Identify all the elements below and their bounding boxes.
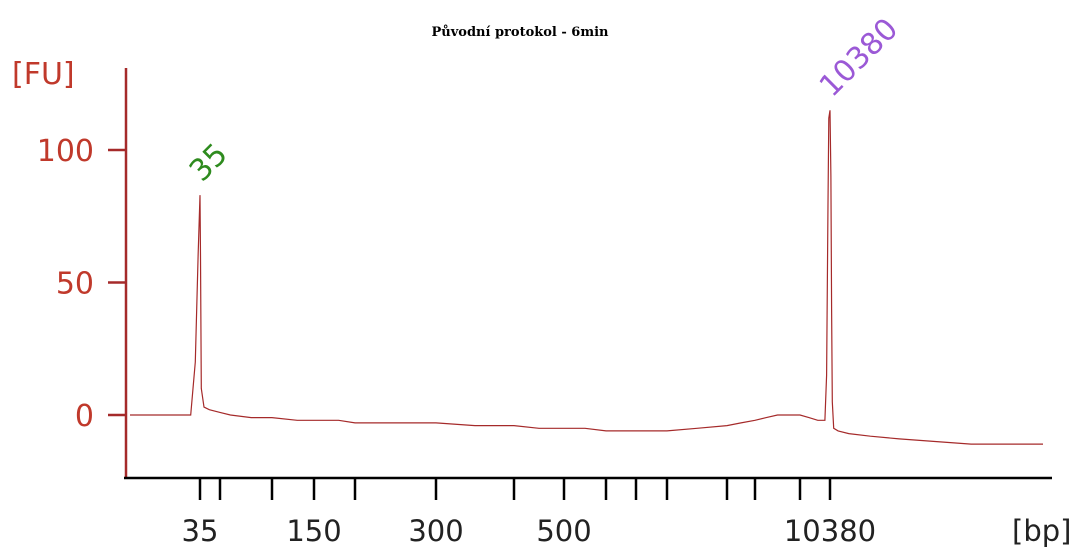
y-tick-label: 50 [56,267,94,302]
peak-label-0: 35 [183,137,235,189]
peak-label-1: 10380 [813,12,905,104]
chart-title: Původní protokol - 6min [432,25,610,40]
series-line-0 [130,110,1043,445]
x-axis-ticks: 35 150 300 500 10380 [182,478,876,548]
y-tick-label: 100 [37,134,94,169]
x-tick-label: 500 [536,514,591,548]
y-tick-label: 0 [75,399,94,434]
x-tick-label: 150 [286,514,341,548]
x-tick-label: 35 [182,514,219,548]
x-axis-label: [bp] [1012,514,1071,548]
x-tick-label: 10380 [784,514,876,548]
series-layer [130,110,1043,445]
x-tick-label: 300 [408,514,463,548]
y-axis-label: [FU] [12,57,75,92]
y-axis-ticks: 0 50 100 [37,134,126,434]
